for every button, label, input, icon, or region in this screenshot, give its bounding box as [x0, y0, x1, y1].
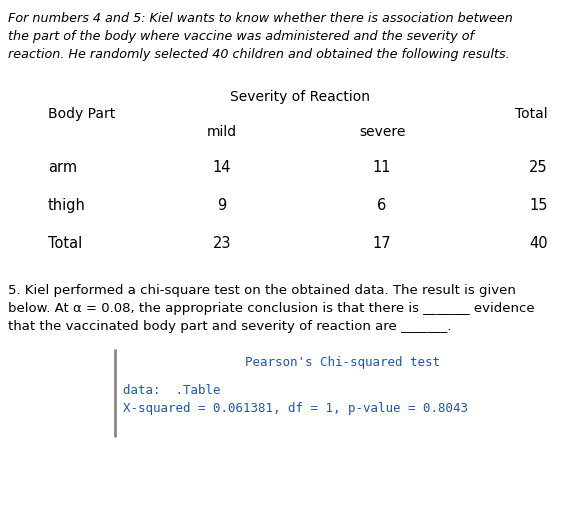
- Text: 11: 11: [373, 160, 391, 175]
- Text: For numbers 4 and 5: Kiel wants to know whether there is association between: For numbers 4 and 5: Kiel wants to know …: [8, 12, 513, 25]
- Text: 6: 6: [377, 197, 386, 213]
- Text: below. At α = 0.08, the appropriate conclusion is that there is _______ evidence: below. At α = 0.08, the appropriate conc…: [8, 301, 535, 315]
- Text: 25: 25: [530, 160, 548, 175]
- Text: severe: severe: [359, 125, 405, 139]
- Text: arm: arm: [48, 160, 77, 175]
- Text: 5. Kiel performed a chi-square test on the obtained data. The result is given: 5. Kiel performed a chi-square test on t…: [8, 283, 516, 296]
- Text: that the vaccinated body part and severity of reaction are _______.: that the vaccinated body part and severi…: [8, 319, 451, 332]
- Text: data:  .Table: data: .Table: [123, 383, 221, 396]
- Text: 23: 23: [213, 235, 231, 250]
- Text: 9: 9: [217, 197, 227, 213]
- Text: mild: mild: [207, 125, 237, 139]
- Text: 40: 40: [530, 235, 548, 250]
- Text: X-squared = 0.061381, df = 1, p-value = 0.8043: X-squared = 0.061381, df = 1, p-value = …: [123, 401, 468, 414]
- Text: the part of the body where vaccine was administered and the severity of: the part of the body where vaccine was a…: [8, 30, 474, 43]
- Text: Total: Total: [48, 235, 82, 250]
- Text: 15: 15: [530, 197, 548, 213]
- Text: Body Part: Body Part: [48, 107, 115, 121]
- Text: 17: 17: [373, 235, 392, 250]
- Text: Pearson's Chi-squared test: Pearson's Chi-squared test: [245, 356, 440, 368]
- Text: Severity of Reaction: Severity of Reaction: [230, 90, 370, 104]
- Text: 14: 14: [213, 160, 231, 175]
- Text: reaction. He randomly selected 40 children and obtained the following results.: reaction. He randomly selected 40 childr…: [8, 48, 510, 61]
- Text: Total: Total: [515, 107, 548, 121]
- Text: thigh: thigh: [48, 197, 86, 213]
